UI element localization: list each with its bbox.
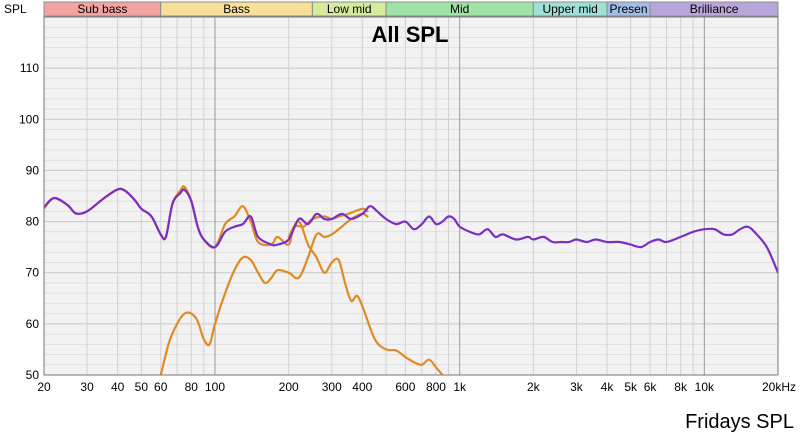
plot-area bbox=[44, 17, 778, 375]
band-label: Low mid bbox=[327, 2, 372, 16]
x-tick-label: 2k bbox=[527, 380, 541, 394]
y-axis-label: SPL bbox=[4, 2, 27, 16]
x-tick-label: 8k bbox=[674, 380, 688, 394]
series-line-2 bbox=[159, 212, 369, 375]
x-tick-label: 50 bbox=[135, 380, 149, 394]
y-tick-label: 100 bbox=[19, 112, 39, 126]
series-lines bbox=[44, 185, 778, 375]
x-tick-label: 600 bbox=[395, 380, 415, 394]
band-brilliance bbox=[649, 1, 779, 17]
x-tick-label: 5k bbox=[624, 380, 638, 394]
band-label: Upper mid bbox=[542, 2, 597, 16]
x-tick-label: 20 bbox=[37, 380, 51, 394]
band-label: Bass bbox=[223, 2, 250, 16]
x-tick-label: 10k bbox=[695, 380, 715, 394]
x-tick-label: 100 bbox=[205, 380, 225, 394]
x-tick-label: 1k bbox=[453, 380, 467, 394]
x-tick-label: 20kHz bbox=[762, 380, 796, 394]
band-label: Brilliance bbox=[690, 2, 739, 16]
x-tick-label: 200 bbox=[279, 380, 299, 394]
y-tick-label: 60 bbox=[26, 317, 40, 331]
y-tick-label: 90 bbox=[26, 163, 40, 177]
y-tick-label: 70 bbox=[26, 266, 40, 280]
series-line-4 bbox=[44, 187, 778, 274]
y-tick-label: 110 bbox=[20, 61, 39, 75]
band-label: Presen bbox=[610, 2, 648, 16]
x-tick-label: 40 bbox=[111, 380, 125, 394]
band-label: Sub bass bbox=[77, 2, 127, 16]
x-tick-label: 400 bbox=[352, 380, 372, 394]
x-tick-label: 60 bbox=[154, 380, 168, 394]
x-tick-label: 800 bbox=[426, 380, 446, 394]
chart-caption: Fridays SPL bbox=[685, 411, 794, 433]
x-axis-ticks: 20 30 40 50 60 80 100 200 300 400 600 800 1k 2k 3k 4k 5k… bbox=[37, 380, 796, 394]
x-tick-label: 3k bbox=[570, 380, 584, 394]
y-axis-ticks: 60 70 80 90 100 110 bbox=[19, 61, 39, 331]
chart-title: All SPL bbox=[371, 22, 448, 47]
plot-frame bbox=[43, 16, 779, 376]
series-line-3 bbox=[287, 220, 444, 375]
grid-lines bbox=[44, 16, 778, 376]
y-tick-label: 80 bbox=[26, 215, 40, 229]
x-tick-label: 80 bbox=[185, 380, 199, 394]
x-tick-label: 300 bbox=[322, 380, 342, 394]
band-label: Mid bbox=[450, 2, 469, 16]
frequency-band-bar: Sub bass Bass Low mid Mid Upper mid Presen Bri… bbox=[43, 1, 779, 17]
y-axis-min-label: 50 bbox=[26, 368, 40, 382]
x-tick-label: 4k bbox=[601, 380, 615, 394]
x-tick-label: 30 bbox=[80, 380, 94, 394]
x-tick-label: 6k bbox=[644, 380, 658, 394]
